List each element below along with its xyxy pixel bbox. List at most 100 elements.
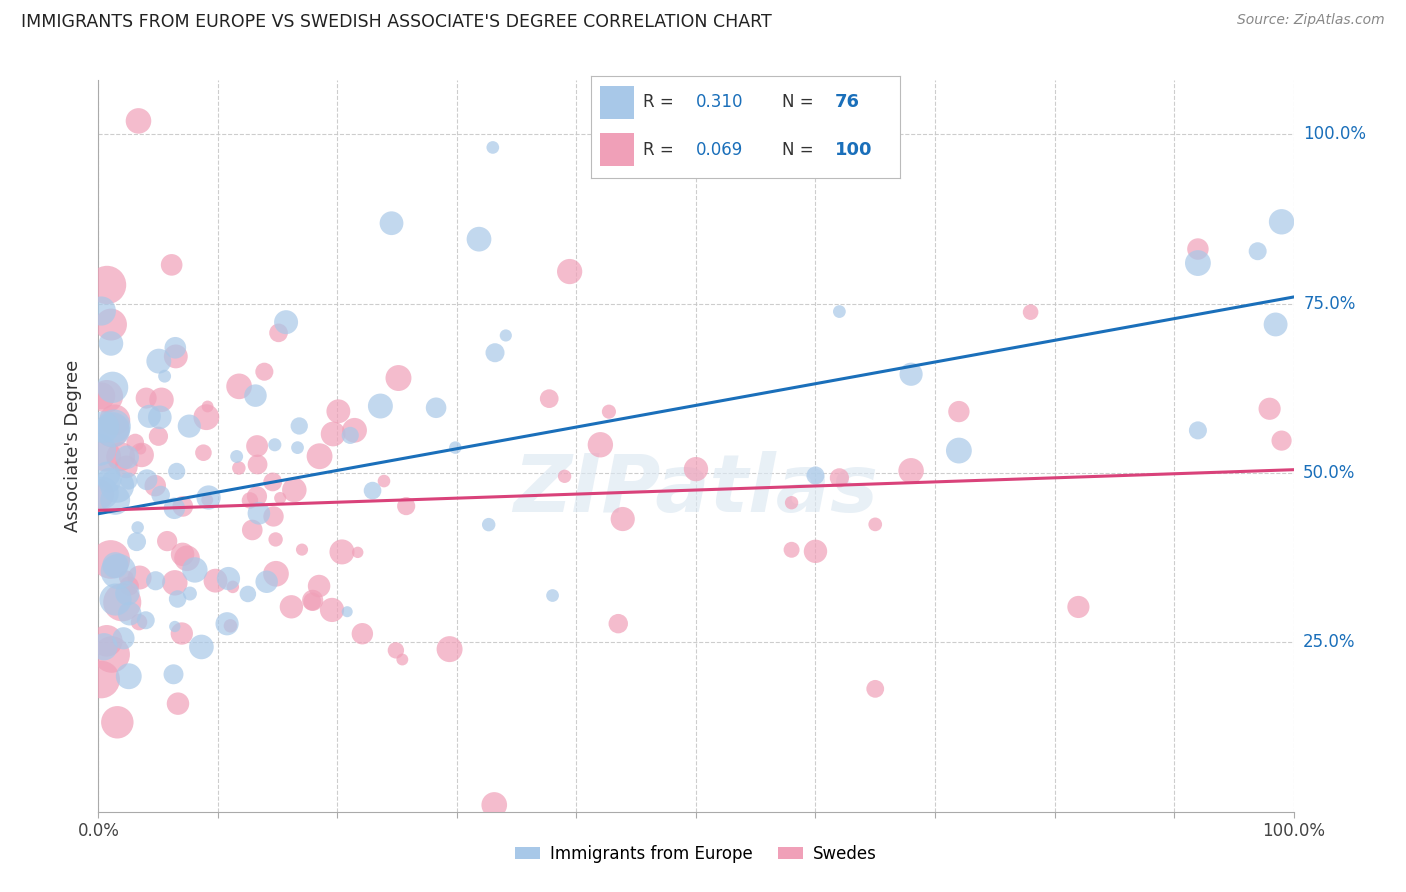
Point xyxy=(1271,215,1294,229)
Point xyxy=(478,517,501,532)
Point xyxy=(308,579,330,593)
Point xyxy=(128,615,150,629)
Text: N =: N = xyxy=(782,94,820,112)
Text: Source: ZipAtlas.com: Source: ZipAtlas.com xyxy=(1237,13,1385,28)
Point xyxy=(222,580,245,594)
Point xyxy=(150,392,173,407)
Point xyxy=(607,616,630,631)
Point xyxy=(172,500,194,514)
Point xyxy=(301,594,323,608)
Point xyxy=(127,520,149,534)
Point xyxy=(828,471,851,485)
Point xyxy=(385,643,408,657)
Point xyxy=(370,399,392,413)
Point xyxy=(94,449,117,463)
Point xyxy=(100,318,122,332)
Point xyxy=(269,491,291,505)
Point xyxy=(131,448,153,462)
Text: 0.069: 0.069 xyxy=(696,141,742,159)
Point xyxy=(197,491,219,505)
Point xyxy=(804,544,827,558)
Point xyxy=(118,579,141,593)
Point xyxy=(444,441,467,455)
Point xyxy=(149,488,172,502)
Point xyxy=(330,545,353,559)
Text: 75.0%: 75.0% xyxy=(1303,294,1355,313)
Point xyxy=(263,438,285,452)
Point xyxy=(321,603,343,617)
Point xyxy=(160,258,183,272)
Point xyxy=(1187,256,1209,270)
Point xyxy=(283,483,305,497)
Point xyxy=(291,542,314,557)
Point xyxy=(162,667,184,681)
Point xyxy=(156,534,179,549)
Point xyxy=(184,563,207,577)
Point xyxy=(262,475,284,489)
Point xyxy=(308,449,330,463)
Point xyxy=(90,389,112,403)
Point xyxy=(101,423,124,437)
Point xyxy=(100,648,122,662)
Point xyxy=(166,464,188,478)
Point xyxy=(280,599,302,614)
Point xyxy=(100,552,122,566)
Point xyxy=(239,493,262,508)
Point xyxy=(538,392,561,406)
Point xyxy=(246,439,269,453)
Point xyxy=(100,336,122,351)
Point xyxy=(948,404,970,418)
Point xyxy=(96,277,118,292)
Point xyxy=(253,365,276,379)
Point xyxy=(163,575,186,590)
Point xyxy=(1247,244,1270,259)
Point xyxy=(228,461,250,475)
Point xyxy=(172,547,194,561)
Point xyxy=(554,469,576,483)
Point xyxy=(93,420,115,434)
Point xyxy=(219,619,242,633)
Point xyxy=(136,473,159,487)
Point xyxy=(101,423,124,437)
Point xyxy=(352,626,374,640)
Point xyxy=(149,410,172,425)
Text: IMMIGRANTS FROM EUROPE VS SWEDISH ASSOCIATE'S DEGREE CORRELATION CHART: IMMIGRANTS FROM EUROPE VS SWEDISH ASSOCI… xyxy=(21,13,772,31)
Point xyxy=(225,450,247,464)
Point xyxy=(301,593,323,607)
Point xyxy=(179,586,201,600)
Point xyxy=(135,613,157,627)
Point xyxy=(264,533,287,547)
Point xyxy=(124,435,146,450)
Point xyxy=(948,443,970,458)
Point xyxy=(484,797,506,812)
Point xyxy=(103,419,125,434)
Point xyxy=(240,523,263,537)
Point xyxy=(105,479,128,493)
Point xyxy=(1264,318,1286,332)
Point xyxy=(247,506,270,520)
Point xyxy=(118,474,141,488)
Point xyxy=(245,389,267,403)
Text: 50.0%: 50.0% xyxy=(1303,464,1355,482)
Point xyxy=(425,401,447,415)
Point xyxy=(91,486,114,500)
Point xyxy=(96,633,118,648)
Point xyxy=(264,566,287,581)
Point xyxy=(112,632,135,646)
Text: 100: 100 xyxy=(835,141,872,159)
Point xyxy=(125,534,148,549)
Point xyxy=(780,496,803,510)
Point xyxy=(104,413,127,427)
Point xyxy=(439,642,461,657)
Point xyxy=(96,467,118,482)
Point xyxy=(346,545,368,559)
Point xyxy=(98,473,121,487)
Point xyxy=(153,369,176,384)
Point xyxy=(1067,599,1090,614)
FancyBboxPatch shape xyxy=(600,87,634,119)
Point xyxy=(900,368,922,382)
Point xyxy=(104,592,127,607)
Point xyxy=(343,423,366,437)
Point xyxy=(107,565,129,579)
Point xyxy=(380,216,402,230)
